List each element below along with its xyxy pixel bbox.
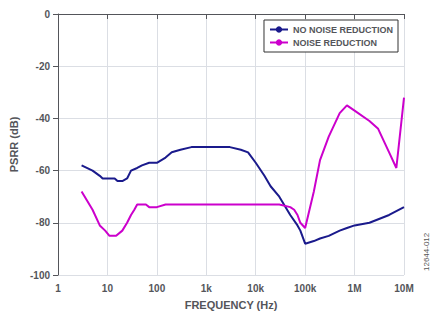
svg-text:-40: -40 — [36, 113, 51, 124]
svg-text:FREQUENCY (Hz): FREQUENCY (Hz) — [185, 299, 278, 311]
svg-text:PSRR (dB): PSRR (dB) — [8, 116, 20, 172]
svg-text:NOISE REDUCTION: NOISE REDUCTION — [293, 38, 377, 48]
svg-text:1k: 1k — [201, 283, 213, 294]
svg-text:-60: -60 — [36, 165, 51, 176]
svg-text:12644-012: 12644-012 — [422, 232, 431, 271]
svg-text:-20: -20 — [36, 61, 51, 72]
svg-text:10M: 10M — [394, 283, 413, 294]
svg-text:100: 100 — [149, 283, 166, 294]
svg-text:1: 1 — [55, 283, 61, 294]
svg-text:10: 10 — [102, 283, 114, 294]
svg-text:1M: 1M — [348, 283, 362, 294]
svg-text:NO NOISE REDUCTION: NO NOISE REDUCTION — [293, 25, 393, 35]
svg-text:0: 0 — [44, 9, 50, 20]
svg-text:-80: -80 — [36, 217, 51, 228]
svg-text:-100: -100 — [30, 270, 50, 281]
svg-text:10k: 10k — [247, 283, 264, 294]
svg-text:100k: 100k — [294, 283, 317, 294]
